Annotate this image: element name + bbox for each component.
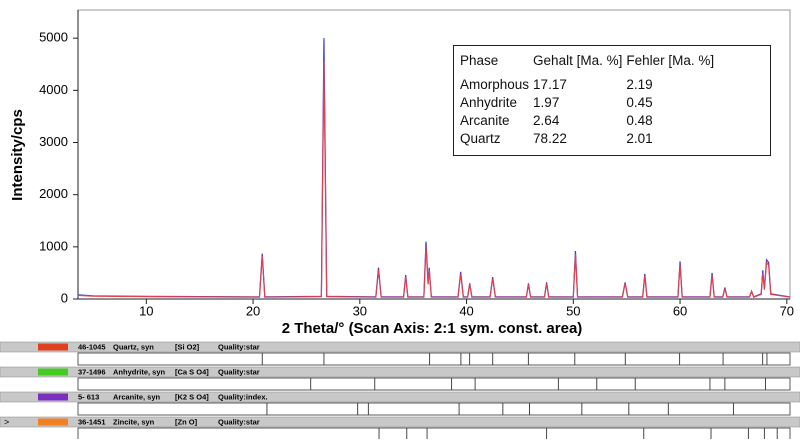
pattern-quality: Quality:star: [218, 367, 260, 376]
pattern-swatch: [38, 368, 68, 376]
pattern-quality: Quality:star: [218, 417, 260, 426]
pattern-formula: [K2 S O4]: [175, 392, 209, 401]
x-tick-label: 60: [673, 303, 687, 318]
pattern-code: 5- 613: [78, 392, 99, 401]
pattern-strip: [77, 352, 791, 366]
table-cell: 17.17: [533, 77, 567, 92]
table-cell: Gehalt [Ma. %]: [533, 53, 623, 68]
pattern-header: [0, 341, 800, 353]
pattern-strip: [77, 402, 791, 416]
table-cell: 2.64: [533, 113, 560, 128]
pattern-name: Anhydrite, syn: [113, 367, 166, 376]
pattern-marker: >: [4, 417, 9, 427]
table-cell: 2.19: [626, 77, 653, 92]
pattern-formula: [Ca S O4]: [175, 367, 209, 376]
table-cell: 1.97: [533, 95, 560, 110]
table-cell: Arcanite: [460, 113, 510, 128]
table-cell: 0.45: [626, 95, 653, 110]
table-cell: 0.48: [626, 113, 653, 128]
pattern-name: Quartz, syn: [113, 342, 154, 351]
y-tick-label: 1000: [39, 238, 68, 253]
table-cell: Anhydrite: [460, 95, 518, 110]
pattern-name: Zincite, syn: [113, 417, 155, 426]
pattern-header: [0, 366, 800, 378]
y-tick-label: 3000: [39, 134, 68, 149]
y-tick-label: 0: [61, 290, 68, 305]
y-axis-label: Intensity/cps: [9, 109, 26, 201]
pattern-code: 36-1451: [78, 417, 106, 426]
table-cell: Fehler [Ma. %]: [626, 53, 715, 68]
phase-table: Phase Gehalt [Ma. %] Fehler [Ma. %] Amorpho…: [453, 45, 771, 156]
data-line: [77, 61, 791, 298]
x-axis-label: 2 Theta/° (Scan Axis: 2:1 sym. const. ar…: [282, 320, 583, 337]
pattern-strip: [77, 427, 791, 441]
x-tick-label: 40: [459, 303, 473, 318]
table-cell: 78.22: [533, 131, 567, 146]
pattern-swatch: [38, 418, 68, 426]
y-tick-label: 5000: [39, 30, 68, 45]
pattern-code: 37-1496: [78, 367, 106, 376]
x-tick-label: 20: [246, 303, 260, 318]
pattern-formula: [Si O2]: [175, 342, 200, 351]
table-cell: 2.01: [626, 131, 653, 146]
table-row: Amorphous 17.17 2.19: [460, 76, 718, 94]
y-tick-label: 2000: [39, 186, 68, 201]
table-cell: Quartz: [460, 131, 501, 146]
x-tick-label: 10: [139, 303, 153, 318]
pattern-quality: Quality:index.: [218, 392, 268, 401]
table-cell: Amorphous: [460, 77, 530, 92]
pattern-formula: [Zn O]: [175, 417, 198, 426]
table-row: Anhydrite 1.97 0.45: [460, 94, 718, 112]
pattern-quality: Quality:star: [218, 342, 260, 351]
pattern-swatch: [38, 393, 68, 401]
x-tick-label: 70: [780, 303, 794, 318]
pattern-strip: [77, 377, 791, 391]
pattern-header: [0, 416, 800, 428]
pattern-name: Arcanite, syn: [113, 392, 161, 401]
table-row: Phase Gehalt [Ma. %] Fehler [Ma. %]: [460, 52, 718, 76]
x-tick-label: 50: [566, 303, 580, 318]
pattern-swatch: [38, 343, 68, 351]
pattern-header: [0, 391, 800, 403]
y-tick-label: 4000: [39, 82, 68, 97]
table-row: Arcanite 2.64 0.48: [460, 112, 718, 130]
table-row: Quartz 78.22 2.01: [460, 130, 718, 148]
pattern-code: 46-1045: [78, 342, 106, 351]
table: Phase Gehalt [Ma. %] Fehler [Ma. %] Amorpho…: [460, 52, 718, 148]
x-tick-label: 30: [353, 303, 367, 318]
table-cell: Phase: [460, 53, 499, 68]
